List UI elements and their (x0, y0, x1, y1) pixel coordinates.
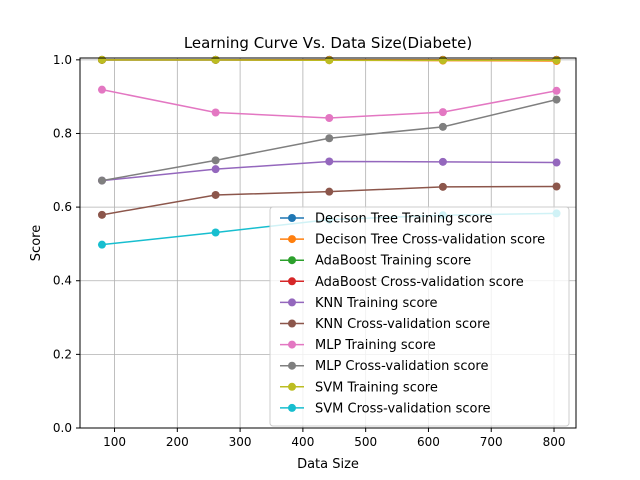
data-point (438, 157, 447, 166)
legend-swatch-marker (288, 298, 296, 307)
data-point (552, 158, 561, 167)
data-point (97, 176, 106, 185)
series-7 (97, 95, 561, 185)
y-tick-label: 0.4 (53, 274, 72, 288)
legend-swatch-marker (288, 382, 296, 391)
data-point (552, 56, 561, 65)
data-point (438, 56, 447, 65)
series-6 (97, 85, 561, 123)
series-5 (97, 182, 561, 219)
data-point (325, 187, 334, 196)
data-point (211, 228, 220, 237)
data-point (438, 122, 447, 131)
data-point (97, 240, 106, 249)
legend-label: Decison Tree Cross-validation score (315, 233, 545, 248)
data-point (211, 108, 220, 117)
data-point (211, 165, 220, 174)
legend-item: Decison Tree Cross-validation score (280, 233, 545, 248)
legend-label: SVM Cross-validation score (315, 401, 491, 416)
legend-label: SVM Training score (315, 380, 438, 395)
legend-item: AdaBoost Training score (280, 254, 471, 269)
data-point (211, 190, 220, 199)
series-4 (97, 157, 561, 185)
legend-swatch-marker (288, 340, 296, 349)
legend-item: KNN Training score (280, 296, 437, 311)
y-tick-label: 0.0 (53, 421, 72, 435)
data-point (552, 182, 561, 191)
x-tick-label: 200 (166, 435, 189, 449)
legend: Decison Tree Training score Decison Tree … (269, 206, 570, 427)
legend-label: AdaBoost Cross-validation score (315, 275, 524, 290)
legend-label: Decison Tree Training score (315, 212, 492, 227)
legend-item: SVM Training score (280, 380, 438, 395)
series-line (101, 88, 557, 119)
legend-swatch-marker (288, 256, 296, 265)
x-tick-label: 800 (543, 435, 566, 449)
legend-label: MLP Training score (315, 338, 436, 353)
legend-item: KNN Cross-validation score (280, 317, 490, 332)
legend-label: AdaBoost Training score (315, 254, 471, 269)
legend-label: KNN Training score (315, 296, 437, 311)
data-point (325, 56, 334, 65)
legend-item: MLP Training score (280, 338, 436, 353)
legend-swatch-marker (288, 319, 296, 328)
legend-frame (269, 206, 570, 427)
legend-swatch-marker (288, 214, 296, 222)
data-point (325, 134, 334, 143)
data-point (552, 86, 561, 95)
data-point (325, 114, 334, 123)
x-tick-label: 500 (354, 435, 377, 449)
legend-label: KNN Cross-validation score (315, 317, 490, 332)
legend-item: AdaBoost Cross-validation score (280, 275, 524, 290)
y-tick-label: 1.0 (53, 53, 72, 67)
legend-item: SVM Cross-validation score (280, 401, 491, 416)
legend-swatch-marker (288, 361, 296, 370)
x-tick-label: 100 (103, 435, 126, 449)
data-point (552, 95, 561, 104)
chart-title: Learning Curve Vs. Data Size(Diabete) (184, 34, 472, 52)
y-tick-label: 0.8 (53, 126, 72, 140)
x-tick-label: 400 (291, 435, 314, 449)
data-point (97, 85, 106, 94)
legend-label: MLP Cross-validation score (315, 359, 488, 374)
y-tick-label: 0.2 (53, 347, 72, 361)
x-axis-label: Data Size (297, 457, 359, 472)
x-tick-label: 300 (229, 435, 252, 449)
data-point (438, 108, 447, 117)
legend-item: Decison Tree Training score (280, 212, 492, 227)
x-tick-label: 600 (417, 435, 440, 449)
data-point (211, 55, 220, 64)
legend-item: MLP Cross-validation score (280, 359, 488, 374)
data-point (97, 55, 106, 64)
data-point (211, 156, 220, 165)
legend-swatch-marker (288, 277, 296, 286)
plot-frame (79, 57, 577, 429)
x-tick-label: 700 (480, 435, 503, 449)
axis-ticks: 100 200 300 400 500 600 700 800 0.0 0.2 0.4 0.6 0.8 1… (53, 53, 566, 449)
data-point (438, 182, 447, 191)
y-tick-label: 0.6 (53, 200, 72, 214)
legend-swatch-marker (288, 235, 296, 244)
data-point (97, 210, 106, 219)
legend-swatch-marker (288, 403, 296, 412)
y-axis-label: Score (29, 225, 44, 261)
data-point (325, 157, 334, 166)
